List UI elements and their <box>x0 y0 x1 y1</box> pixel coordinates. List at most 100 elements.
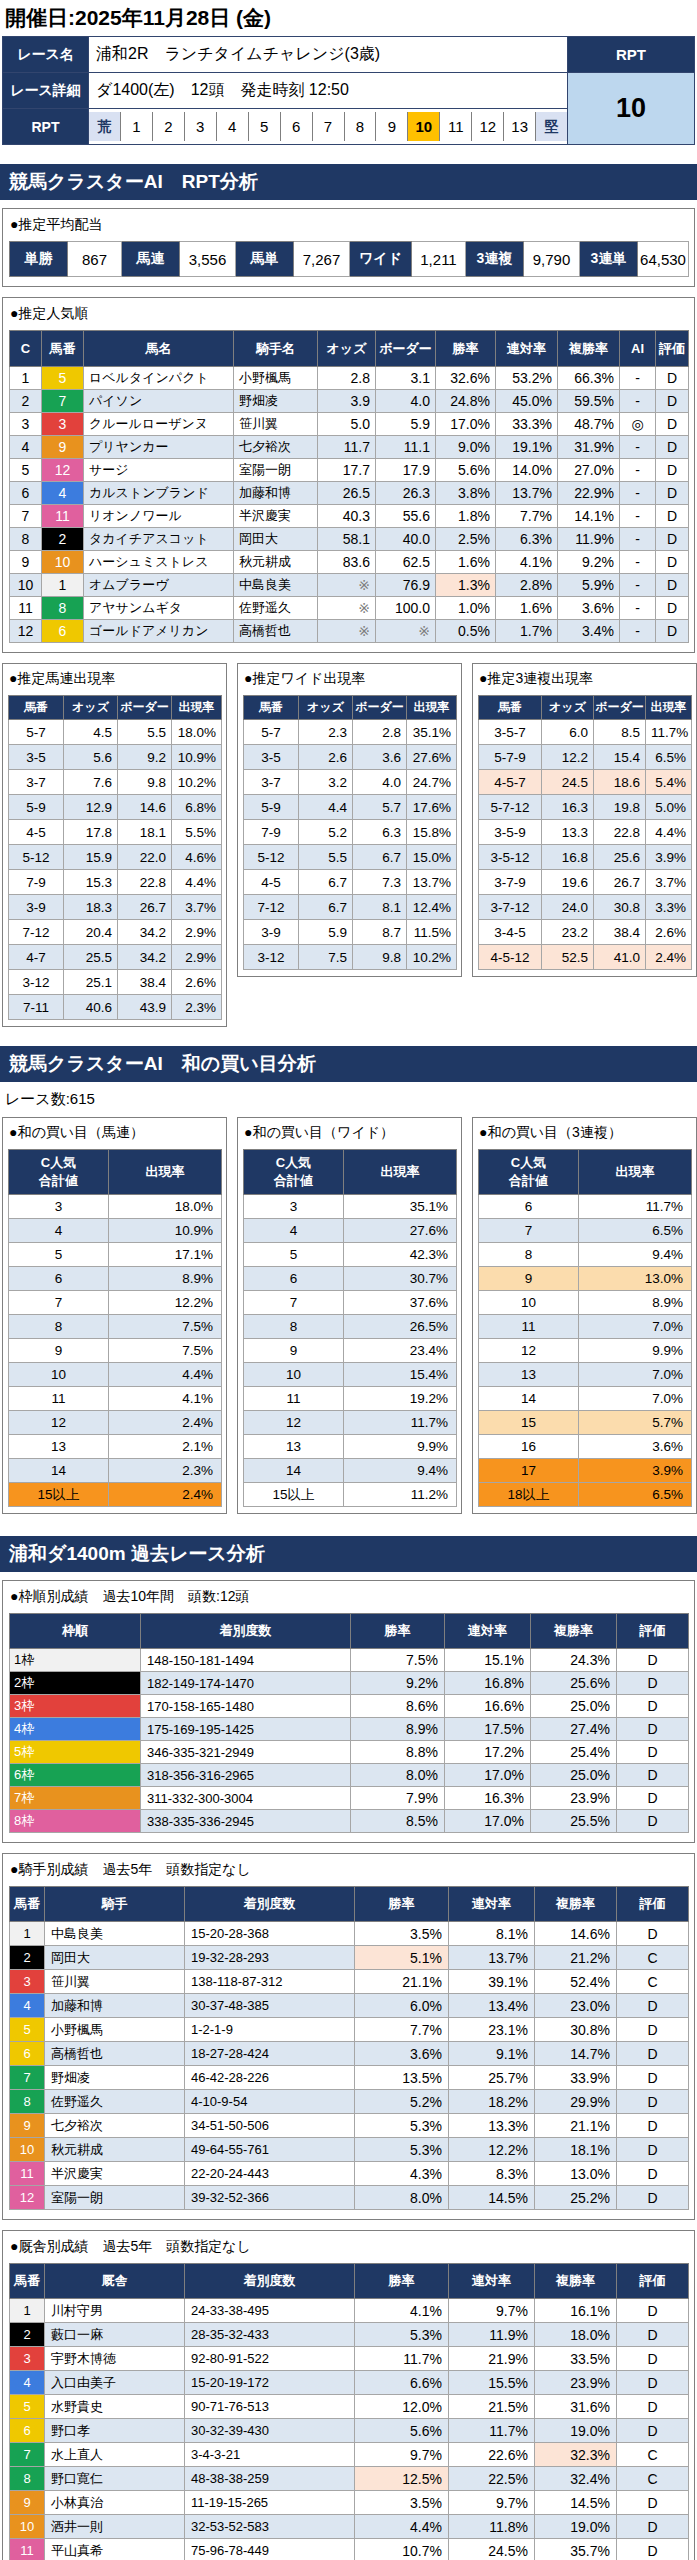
ai-mark-cell: - <box>620 620 656 643</box>
rate-cell: 18.0% <box>172 720 222 745</box>
eval-cell: D <box>656 597 689 620</box>
win-rate-cell: 12.5% <box>355 2467 449 2491</box>
race-name-label: レース名 <box>3 37 89 73</box>
odds-cell: 6.7 <box>299 895 353 920</box>
jockey-panel: ●騎手別成績 過去5年 頭数指定なし 馬番騎手着別度数勝率連対率複勝率評価1中島… <box>2 1853 695 2220</box>
est-row: 3-95.98.711.5% <box>244 920 457 945</box>
est-sanrenpuku-table: 馬番オッズボーダー出現率3-5-76.08.511.7%5-7-912.215.… <box>478 695 692 970</box>
rate-cell: 11.5% <box>407 920 457 945</box>
column-header: 評価 <box>617 1614 689 1649</box>
rpt-scale-cell: 8 <box>345 112 377 141</box>
border-cell: 5.7 <box>353 795 407 820</box>
sum-cell: 6 <box>9 1267 109 1291</box>
popularity-row: 126ゴールドアメリカン高橋哲也※※0.5%1.7%3.4%-D <box>10 620 689 643</box>
horse-number-cell: 3 <box>10 2347 45 2371</box>
rate-cell: 7.0% <box>579 1363 692 1387</box>
sum-cell: 13 <box>9 1435 109 1459</box>
border-cell: 6.3 <box>353 820 407 845</box>
header-row: 馬番厩舎着別度数勝率連対率複勝率評価 <box>10 2264 689 2299</box>
record-cell: 311-332-300-3004 <box>141 1787 351 1810</box>
ren-rate-cell: 2.8% <box>496 574 558 597</box>
eval-cell: D <box>617 1922 689 1946</box>
wa-row: 712.2% <box>9 1291 222 1315</box>
wa-row: 15以上2.4% <box>9 1483 222 1507</box>
border-cell: 6.7 <box>353 845 407 870</box>
section-title-wa-analysis: 競馬クラスターAI 和の買い目分析 <box>0 1046 697 1082</box>
wa-row: 137.0% <box>479 1363 692 1387</box>
eval-cell: D <box>617 1695 689 1718</box>
win-rate-cell: 9.2% <box>351 1672 445 1695</box>
column-header: 勝率 <box>355 1887 449 1922</box>
est-row: 3-7-919.626.73.7% <box>479 870 692 895</box>
rate-cell: 3.7% <box>172 895 222 920</box>
fuku-rate-cell: 25.4% <box>531 1741 617 1764</box>
rank-cell: 1 <box>10 367 42 390</box>
wa-row: 76.5% <box>479 1219 692 1243</box>
est-row: 5-125.56.715.0% <box>244 845 457 870</box>
est-row: 5-7-912.215.46.5% <box>479 745 692 770</box>
rpt-value: 10 <box>568 73 695 145</box>
record-cell: 338-335-336-2945 <box>141 1810 351 1833</box>
column-header: 複勝率 <box>535 1887 617 1922</box>
person-row: 11平山真希75-96-78-44910.7%24.5%35.7%D <box>10 2539 689 2560</box>
column-header: 連対率 <box>445 1614 531 1649</box>
win-rate-cell: 7.7% <box>355 2018 449 2042</box>
odds-cell: 6.7 <box>299 870 353 895</box>
odds-cell: 13.3 <box>542 820 594 845</box>
record-cell: 15-20-28-368 <box>185 1922 355 1946</box>
record-cell: 148-150-181-1494 <box>141 1649 351 1672</box>
sum-cell: 15以上 <box>244 1483 344 1507</box>
waku-row: 1枠148-150-181-14947.5%15.1%24.3%D <box>10 1649 689 1672</box>
person-row: 5水野貴史90-71-76-51312.0%21.5%31.6%D <box>10 2395 689 2419</box>
est-row: 3-4-523.238.42.6% <box>479 920 692 945</box>
column-header: 枠順 <box>10 1614 141 1649</box>
sum-cell: 10 <box>9 1363 109 1387</box>
eval-cell: D <box>656 505 689 528</box>
ren-rate-cell: 33.3% <box>496 413 558 436</box>
win-rate-cell: 8.9% <box>351 1718 445 1741</box>
wa-row: 132.1% <box>9 1435 222 1459</box>
est-wide-table: 馬番オッズボーダー出現率5-72.32.835.1%3-52.63.627.6%… <box>243 695 457 970</box>
fuku-rate-cell: 23.0% <box>535 1994 617 2018</box>
popularity-panel: ●推定人気順 C馬番馬名騎手名オッズボーダー勝率連対率複勝率AI評価15ロベルタ… <box>2 297 695 653</box>
ren-rate-cell: 9.1% <box>449 2042 535 2066</box>
rate-cell: 10.9% <box>172 745 222 770</box>
odds-cell: 5.5 <box>299 845 353 870</box>
waku-table: 枠順着別度数勝率連対率複勝率評価1枠148-150-181-14947.5%15… <box>9 1613 689 1833</box>
rate-cell: 2.3% <box>172 995 222 1020</box>
est-row: 3-73.24.024.7% <box>244 770 457 795</box>
win-rate-cell: 4.3% <box>355 2162 449 2186</box>
rate-cell: 6.5% <box>646 745 692 770</box>
rate-cell: 10.2% <box>172 770 222 795</box>
odds-cell: 11.7 <box>318 436 376 459</box>
payout-type-label: 3連単 <box>580 242 638 277</box>
person-name-cell: 野畑凌 <box>45 2066 185 2090</box>
column-header: 馬番 <box>9 696 64 720</box>
border-cell: 34.2 <box>118 945 172 970</box>
est-umaren-label: ●推定馬連出現率 <box>9 670 221 688</box>
horse-number-cell: 8 <box>10 2467 45 2491</box>
jockey-table: 馬番騎手着別度数勝率連対率複勝率評価1中島良美15-20-28-3683.5%8… <box>9 1886 689 2210</box>
column-header: 騎手 <box>45 1887 185 1922</box>
horse-name-cell: ゴールドアメリカン <box>84 620 234 643</box>
win-rate-cell: 5.2% <box>355 2090 449 2114</box>
ai-mark-cell: - <box>620 482 656 505</box>
rate-cell: 37.6% <box>344 1291 457 1315</box>
ren-rate-cell: 22.6% <box>449 2443 535 2467</box>
waku-cell: 4枠 <box>10 1718 141 1741</box>
person-name-cell: 半沢慶実 <box>45 2162 185 2186</box>
ren-rate-cell: 17.2% <box>445 1741 531 1764</box>
record-cell: 30-32-39-430 <box>185 2419 355 2443</box>
waku-row: 3枠170-158-165-14808.6%16.6%25.0%D <box>10 1695 689 1718</box>
waku-row: 7枠311-332-300-30047.9%16.3%23.9%D <box>10 1787 689 1810</box>
waku-row: 5枠346-335-321-29498.8%17.2%25.4%D <box>10 1741 689 1764</box>
person-row: 6高橋哲也18-27-28-4243.6%9.1%14.7%D <box>10 2042 689 2066</box>
record-cell: 24-33-38-495 <box>185 2299 355 2323</box>
sum-cell: 4 <box>244 1219 344 1243</box>
fuku-rate-cell: 31.6% <box>535 2395 617 2419</box>
odds-cell: 5.9 <box>299 920 353 945</box>
border-cell: 9.8 <box>353 945 407 970</box>
payout-value: 3,556 <box>180 242 236 277</box>
section-title-past-analysis: 浦和ダ1400m 過去レース分析 <box>0 1536 697 1572</box>
eval-cell: D <box>617 2347 689 2371</box>
